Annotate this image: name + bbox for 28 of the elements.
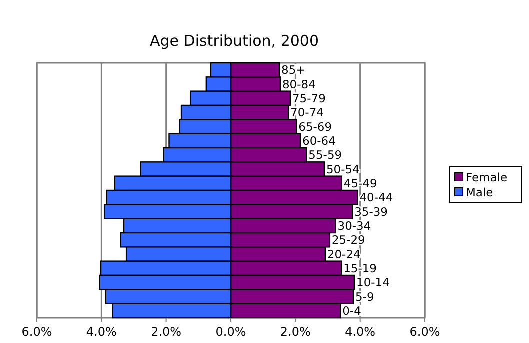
x-tick-label: 4.0% — [345, 325, 376, 339]
legend-label: Male — [466, 186, 494, 200]
y-tick-label: 35-39 — [354, 204, 388, 219]
x-tick-label: 2.0% — [280, 325, 311, 339]
x-tick-label: 6.0% — [410, 325, 440, 339]
y-tick-label: 55-59 — [308, 148, 342, 162]
x-tick-label: 4.0% — [86, 325, 117, 339]
y-tick-label: 80-84 — [282, 77, 316, 92]
x-tick-label: 6.0% — [22, 325, 52, 339]
y-tick-label: 30-34 — [338, 218, 372, 233]
y-tick-label: 5-9 — [356, 290, 374, 304]
y-tick-label: 65-69 — [298, 120, 332, 134]
y-tick-label: 25-29 — [332, 233, 366, 248]
y-tick-label: 50-54 — [326, 162, 360, 176]
y-tick-label: 40-44 — [360, 190, 394, 205]
legend-label: Female — [466, 170, 508, 184]
y-tick-label: 85+ — [282, 63, 306, 78]
y-tick-label: 60-64 — [302, 134, 336, 148]
x-tick-label: 2.0% — [151, 325, 182, 339]
x-tick-label: 0.0% — [216, 325, 246, 339]
y-tick-label: 45-49 — [344, 176, 378, 190]
y-tick-label: 75-79 — [292, 91, 326, 106]
y-tick-label: 70-74 — [290, 106, 324, 120]
y-tick-label: 15-19 — [344, 261, 377, 276]
chart-title: Age Distribution, 2000 — [150, 32, 319, 50]
y-tick-label: 0-4 — [342, 304, 362, 318]
y-tick-label: 20-24 — [327, 247, 361, 262]
y-tick-label: 10-14 — [356, 276, 390, 290]
